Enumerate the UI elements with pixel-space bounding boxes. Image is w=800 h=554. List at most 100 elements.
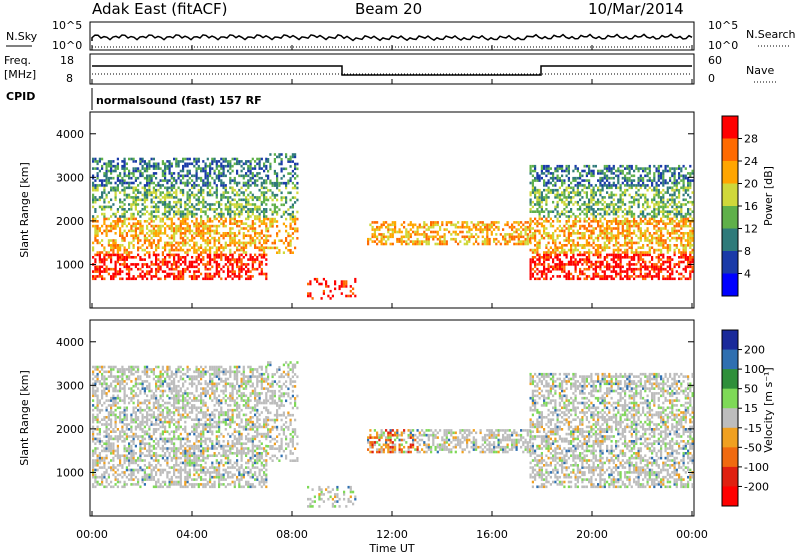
- heat-cell: [206, 203, 209, 206]
- heat-cell: [231, 227, 234, 230]
- heat-cell: [134, 263, 137, 266]
- heat-cell: [657, 227, 660, 230]
- heat-cell: [229, 210, 232, 213]
- heat-cell: [197, 164, 200, 168]
- heat-cell: [98, 253, 101, 257]
- heat-cell: [556, 267, 559, 271]
- heat-cell: [96, 198, 99, 202]
- heat-cell: [615, 263, 618, 266]
- heat-cell: [260, 203, 263, 206]
- heat-cell: [648, 246, 651, 249]
- heat-cell: [263, 191, 266, 194]
- heat-cell: [215, 193, 218, 197]
- heat-cell: [249, 184, 252, 187]
- heat-cell: [103, 392, 106, 395]
- heat-cell: [202, 203, 205, 206]
- heat-cell: [603, 174, 606, 178]
- heat-cell: [94, 232, 97, 235]
- heat-cell: [121, 164, 124, 168]
- heat-cell: [626, 241, 629, 245]
- heat-cell: [278, 251, 281, 254]
- heat-cell: [585, 186, 588, 190]
- heat-cell: [182, 222, 185, 225]
- heat-cell: [254, 239, 257, 242]
- heat-cell: [107, 179, 110, 182]
- heat-cell: [143, 200, 146, 204]
- heat-cell: [642, 246, 645, 249]
- heat-cell: [675, 212, 678, 216]
- heat-cell: [592, 208, 595, 211]
- heat-cell: [572, 220, 575, 223]
- heat-cell: [669, 265, 672, 269]
- heat-cell: [601, 198, 604, 202]
- heat-cell: [617, 236, 620, 240]
- heat-cell: [101, 260, 104, 264]
- heat-cell: [680, 169, 683, 173]
- heat-cell: [213, 236, 216, 240]
- heat-cell: [660, 234, 663, 237]
- heat-cell: [184, 263, 187, 266]
- heat-cell: [143, 263, 146, 266]
- heat-cell: [307, 282, 310, 286]
- heat-cell: [191, 179, 194, 182]
- heat-cell: [139, 256, 142, 259]
- heat-cell: [666, 277, 669, 281]
- heat-cell: [197, 258, 200, 261]
- heat-cell: [425, 233, 428, 236]
- heat-cell: [110, 277, 113, 281]
- heat-cell: [608, 212, 611, 216]
- heat-cell: [531, 191, 534, 194]
- heat-cell: [316, 277, 319, 281]
- heat-cell: [653, 236, 656, 240]
- heat-cell: [209, 253, 212, 257]
- heat-cell: [186, 193, 189, 197]
- heat-cell: [545, 174, 548, 178]
- heat-cell: [146, 181, 149, 185]
- heat-cell: [184, 162, 187, 166]
- heat-cell: [258, 198, 261, 202]
- heat-cell: [236, 265, 239, 269]
- heat-cell: [673, 263, 676, 266]
- heat-cell: [285, 229, 288, 233]
- heat-cell: [269, 246, 272, 250]
- heat-cell: [633, 267, 636, 271]
- heat-cell: [92, 372, 95, 376]
- heat-cell: [139, 275, 142, 278]
- heat-cell: [220, 222, 223, 225]
- heat-cell: [98, 157, 101, 161]
- heat-cell: [132, 169, 135, 173]
- heat-cell: [291, 205, 294, 209]
- heat-cell: [123, 157, 126, 161]
- heat-cell: [195, 167, 198, 170]
- heat-cell: [540, 272, 543, 276]
- heat-cell: [170, 222, 173, 225]
- heat-cell: [269, 196, 272, 199]
- heat-cell: [599, 176, 602, 180]
- heat-cell: [240, 174, 243, 178]
- heat-cell: [633, 256, 636, 259]
- heat-cell: [556, 248, 559, 252]
- heat-cell: [152, 181, 155, 185]
- heat-cell: [418, 233, 421, 236]
- heat-cell: [258, 241, 261, 245]
- heat-cell: [173, 263, 176, 266]
- heat-cell: [98, 251, 101, 254]
- heat-cell: [590, 208, 593, 211]
- heat-cell: [179, 272, 182, 276]
- heat-cell: [231, 164, 234, 168]
- heat-cell: [213, 253, 216, 257]
- heat-cell: [549, 217, 552, 221]
- heat-cell: [251, 260, 254, 264]
- heat-cell: [94, 447, 97, 450]
- heat-cell: [231, 232, 234, 235]
- heat-cell: [612, 236, 615, 240]
- heat-cell: [289, 191, 292, 195]
- heat-cell: [536, 179, 539, 182]
- heat-cell: [245, 270, 248, 273]
- heat-cell: [170, 188, 173, 192]
- heat-cell: [148, 244, 151, 247]
- heat-cell: [193, 157, 196, 161]
- heat-cell: [615, 272, 618, 276]
- heat-cell: [186, 157, 189, 161]
- heat-cell: [673, 220, 676, 223]
